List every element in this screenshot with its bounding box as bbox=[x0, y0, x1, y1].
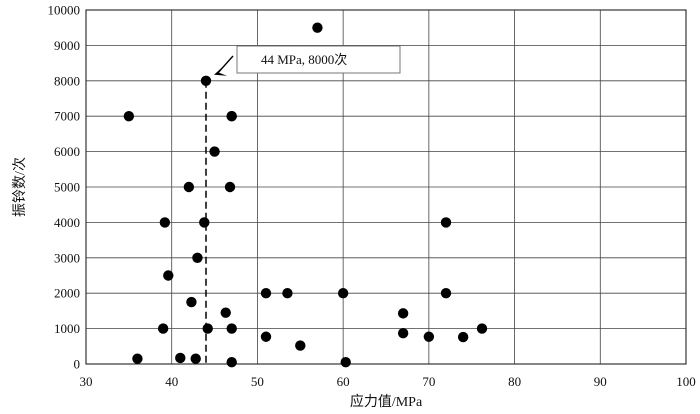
data-point bbox=[192, 252, 203, 263]
data-point bbox=[476, 323, 488, 334]
data-point bbox=[159, 217, 171, 228]
data-points bbox=[123, 22, 488, 368]
x-tick-label: 100 bbox=[676, 374, 696, 389]
x-tick-label: 80 bbox=[508, 374, 521, 389]
data-point bbox=[340, 357, 351, 368]
data-point bbox=[312, 22, 323, 33]
y-tick-label: 4000 bbox=[54, 215, 80, 230]
data-point bbox=[132, 353, 143, 364]
y-tick-label: 5000 bbox=[54, 180, 80, 195]
x-axis-label: 应力值/MPa bbox=[350, 393, 423, 410]
data-point bbox=[226, 357, 237, 368]
data-point bbox=[260, 331, 272, 342]
plot-border bbox=[85, 9, 687, 365]
data-point bbox=[337, 288, 349, 299]
y-tick-label: 7000 bbox=[54, 109, 80, 124]
x-tick-label: 70 bbox=[422, 374, 435, 389]
data-point bbox=[440, 288, 452, 299]
x-tick-label: 50 bbox=[251, 374, 264, 389]
data-point bbox=[163, 270, 174, 281]
x-tick-labels: 30 40 50 60 70 80 90 100 bbox=[80, 374, 696, 389]
x-tick-label: 30 bbox=[80, 374, 93, 389]
data-point bbox=[423, 331, 435, 342]
data-point bbox=[397, 308, 409, 319]
data-point bbox=[224, 181, 236, 193]
data-point bbox=[199, 217, 210, 228]
data-point bbox=[440, 217, 452, 228]
data-point bbox=[295, 340, 306, 351]
y-tick-label: 8000 bbox=[54, 73, 80, 88]
data-point bbox=[260, 288, 272, 299]
data-point bbox=[397, 328, 409, 339]
y-tick-label: 2000 bbox=[54, 286, 80, 301]
data-point bbox=[226, 323, 237, 334]
y-tick-label: 6000 bbox=[54, 144, 80, 159]
data-point bbox=[457, 331, 469, 343]
data-point bbox=[190, 353, 201, 364]
y-tick-label: 0 bbox=[74, 357, 81, 372]
y-tick-labels: 0 1000 2000 3000 4000 5000 6000 7000 8000 9000 100… bbox=[48, 3, 81, 372]
annotation-box bbox=[236, 45, 401, 74]
x-tick-label: 40 bbox=[165, 374, 178, 389]
data-point bbox=[157, 323, 169, 334]
data-point bbox=[226, 111, 237, 122]
annotation-text: 44 MPa, 8000次 bbox=[261, 52, 347, 67]
plot-frame bbox=[85, 9, 687, 365]
data-point bbox=[186, 296, 197, 308]
grid bbox=[85, 9, 687, 365]
y-tick-label: 1000 bbox=[54, 321, 80, 336]
data-point bbox=[202, 323, 213, 334]
data-point bbox=[220, 307, 231, 318]
data-point bbox=[209, 146, 220, 157]
data-point bbox=[123, 111, 135, 122]
x-tick-label: 60 bbox=[337, 374, 350, 389]
data-point bbox=[282, 288, 293, 299]
data-point bbox=[183, 181, 195, 193]
annotation: 44 MPa, 8000次 bbox=[214, 45, 401, 76]
y-axis-label: 振铃数/次 bbox=[12, 157, 28, 217]
annotation-arrowhead bbox=[214, 64, 227, 76]
y-tick-label: 9000 bbox=[54, 38, 80, 53]
data-point bbox=[175, 352, 186, 364]
y-tick-label: 3000 bbox=[54, 250, 80, 265]
x-tick-label: 90 bbox=[594, 374, 607, 389]
data-point bbox=[200, 75, 212, 87]
y-tick-label: 10000 bbox=[48, 3, 81, 18]
